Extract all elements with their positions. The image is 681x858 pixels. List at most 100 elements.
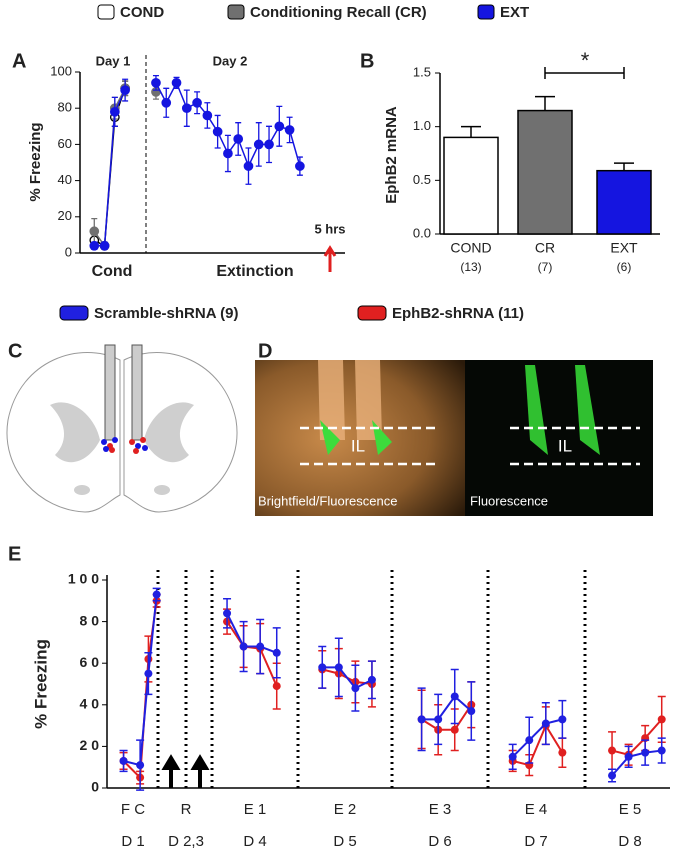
point: [274, 121, 285, 132]
region-label: IL: [351, 436, 365, 455]
point: [450, 725, 459, 734]
point: [253, 139, 264, 150]
point: [624, 752, 633, 761]
x-tick-label: EXT: [610, 240, 638, 256]
day-label: D 8: [618, 833, 641, 850]
point: [223, 148, 233, 159]
series-line: [226, 612, 278, 654]
legend-label: EphB2-shRNA (11): [392, 305, 524, 322]
x-tick-label: COND: [450, 240, 491, 256]
series-line: [512, 723, 564, 767]
point: [508, 752, 517, 761]
point: [272, 648, 281, 657]
point: [99, 240, 110, 251]
ylabel: % Freezing: [27, 122, 44, 201]
n-label: (6): [617, 260, 632, 274]
legend-label: Conditioning Recall (CR): [250, 4, 427, 21]
point: [256, 642, 265, 651]
point: [558, 715, 567, 724]
session-label: E 2: [334, 801, 357, 818]
legend-swatch: [59, 305, 89, 321]
point: [558, 748, 567, 757]
bar: [517, 109, 573, 235]
series-line: [226, 621, 278, 687]
session-label: E 5: [619, 801, 642, 818]
phase-label: Cond: [92, 263, 133, 280]
panel-label: C: [8, 340, 22, 362]
injection-arrow: [190, 754, 210, 788]
series-line: [94, 89, 126, 247]
session-label: F C: [121, 801, 145, 818]
point: [181, 103, 192, 114]
panel-label: B: [360, 50, 374, 72]
n-label: (7): [538, 260, 553, 274]
point: [202, 110, 213, 121]
legend-swatch: [97, 4, 115, 20]
session-label: E 4: [525, 801, 548, 818]
point: [119, 756, 128, 765]
point: [417, 715, 426, 724]
point: [525, 736, 534, 745]
y-tick-label: 1.5: [413, 64, 431, 79]
point: [284, 125, 295, 135]
session-label: R: [181, 801, 192, 818]
y-tick-label: 0.5: [413, 172, 431, 187]
point: [295, 161, 305, 171]
point: [450, 692, 459, 701]
injection-arrow: [161, 754, 181, 788]
time-label: 5 hrs: [314, 221, 345, 236]
point: [541, 719, 550, 728]
n-label: (13): [460, 260, 481, 274]
point: [351, 684, 360, 693]
day-label: D 1: [121, 833, 144, 850]
panel-label: D: [258, 340, 272, 362]
point: [243, 161, 254, 171]
y-tick-label: 2 0: [80, 737, 100, 753]
legend-label: COND: [120, 4, 164, 21]
y-tick-label: 0: [65, 244, 72, 259]
series-line: [511, 718, 563, 758]
significance-bracket: [544, 67, 625, 79]
y-tick-label: 1.0: [413, 118, 431, 133]
legend-swatch: [227, 4, 245, 20]
y-tick-label: 60: [58, 136, 72, 151]
point: [89, 226, 100, 237]
y-tick-label: 8 0: [80, 612, 100, 628]
point: [136, 761, 145, 770]
point: [89, 240, 100, 251]
legend-swatch: [357, 305, 387, 321]
point: [223, 609, 232, 618]
point: [318, 663, 327, 672]
day-label: Day 1: [96, 53, 131, 68]
y-tick-label: 0.0: [413, 225, 431, 240]
point: [272, 682, 281, 691]
panel-label: E: [8, 543, 21, 565]
point: [467, 707, 476, 716]
series-line: [421, 695, 472, 721]
y-tick-label: 80: [58, 100, 72, 115]
day-label: D 7: [524, 833, 547, 850]
day-label: Day 2: [213, 53, 248, 68]
series-line: [123, 594, 158, 767]
series-line: [322, 666, 373, 690]
bar: [596, 169, 652, 235]
panel-label: A: [12, 50, 26, 72]
point: [334, 663, 343, 672]
region-label: IL: [558, 436, 572, 455]
day-label: D 6: [428, 833, 451, 850]
y-tick-label: 6 0: [80, 654, 100, 670]
series-line: [611, 718, 663, 756]
series-line: [93, 87, 126, 248]
day-label: D 5: [333, 833, 356, 850]
brain-diagram: [6, 344, 238, 513]
point: [657, 746, 666, 755]
significance: *: [581, 48, 590, 73]
day-label: D 4: [243, 833, 266, 850]
y-tick-label: 20: [58, 208, 72, 223]
y-tick-label: 100: [50, 63, 72, 78]
series-line: [421, 704, 473, 731]
point: [233, 134, 244, 144]
legend-label: Scramble-shRNA (9): [94, 305, 238, 322]
day-label: D 2,3: [168, 833, 204, 850]
y-tick-label: 0: [91, 779, 99, 795]
